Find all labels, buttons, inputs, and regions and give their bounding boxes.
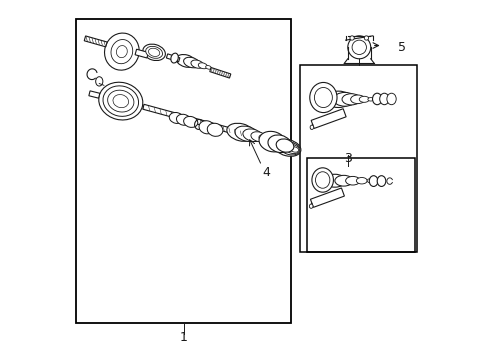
Polygon shape — [310, 109, 346, 129]
Circle shape — [364, 36, 368, 40]
Ellipse shape — [285, 144, 299, 154]
Ellipse shape — [386, 93, 395, 105]
Ellipse shape — [359, 96, 368, 102]
Ellipse shape — [142, 44, 165, 60]
Polygon shape — [142, 104, 241, 136]
Polygon shape — [135, 49, 148, 58]
Ellipse shape — [190, 60, 203, 68]
Text: 3: 3 — [344, 152, 352, 165]
Ellipse shape — [107, 90, 134, 112]
Text: 2: 2 — [355, 44, 363, 57]
Ellipse shape — [274, 139, 300, 156]
Ellipse shape — [276, 139, 293, 152]
Bar — [306, 158, 414, 252]
Ellipse shape — [250, 132, 266, 142]
Ellipse shape — [176, 114, 190, 125]
Ellipse shape — [169, 112, 183, 123]
Ellipse shape — [334, 175, 352, 186]
Text: 5: 5 — [397, 41, 406, 54]
Ellipse shape — [315, 172, 329, 188]
Ellipse shape — [279, 142, 300, 155]
Ellipse shape — [341, 94, 360, 105]
Ellipse shape — [103, 86, 138, 116]
Ellipse shape — [259, 131, 285, 152]
Ellipse shape — [183, 57, 199, 68]
Ellipse shape — [176, 54, 195, 67]
Ellipse shape — [324, 174, 345, 187]
Text: 1: 1 — [179, 331, 187, 344]
Ellipse shape — [96, 77, 102, 86]
Ellipse shape — [347, 36, 370, 59]
Text: 4: 4 — [262, 166, 269, 179]
Circle shape — [349, 36, 353, 40]
Ellipse shape — [104, 33, 139, 70]
Ellipse shape — [199, 121, 214, 134]
Ellipse shape — [314, 87, 332, 108]
Ellipse shape — [309, 125, 313, 130]
Ellipse shape — [356, 177, 366, 184]
Polygon shape — [310, 188, 344, 207]
Ellipse shape — [99, 82, 142, 120]
Ellipse shape — [333, 93, 356, 106]
Ellipse shape — [309, 204, 312, 208]
Ellipse shape — [111, 40, 132, 64]
Ellipse shape — [311, 168, 333, 192]
Ellipse shape — [367, 98, 373, 101]
Ellipse shape — [207, 123, 223, 136]
Ellipse shape — [372, 93, 381, 105]
Ellipse shape — [267, 135, 291, 153]
Polygon shape — [84, 36, 107, 47]
Ellipse shape — [376, 176, 385, 186]
Bar — [300, 65, 416, 252]
Ellipse shape — [368, 176, 377, 186]
Ellipse shape — [205, 66, 211, 69]
Ellipse shape — [366, 179, 373, 183]
Ellipse shape — [345, 176, 359, 185]
Ellipse shape — [324, 91, 351, 108]
Ellipse shape — [290, 147, 298, 152]
Ellipse shape — [198, 63, 207, 69]
Ellipse shape — [350, 95, 364, 104]
Polygon shape — [209, 68, 230, 78]
Ellipse shape — [170, 53, 178, 63]
Polygon shape — [166, 54, 180, 62]
Ellipse shape — [266, 138, 273, 142]
Ellipse shape — [309, 82, 336, 113]
Ellipse shape — [183, 116, 197, 127]
Ellipse shape — [226, 123, 254, 141]
Ellipse shape — [116, 46, 127, 58]
Ellipse shape — [148, 48, 160, 57]
Polygon shape — [89, 91, 100, 98]
Ellipse shape — [113, 95, 128, 108]
Ellipse shape — [234, 126, 258, 141]
Bar — [76, 19, 290, 323]
Ellipse shape — [351, 40, 366, 54]
Ellipse shape — [379, 93, 388, 105]
Ellipse shape — [145, 46, 162, 58]
Ellipse shape — [243, 129, 262, 141]
Ellipse shape — [259, 135, 270, 142]
